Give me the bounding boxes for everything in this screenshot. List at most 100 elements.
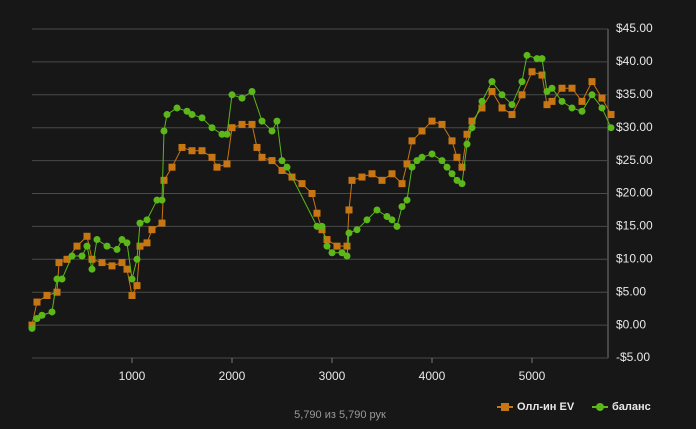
marker <box>88 255 96 263</box>
marker <box>173 104 181 112</box>
marker <box>188 111 196 119</box>
marker <box>345 206 353 214</box>
marker <box>113 245 121 253</box>
marker <box>418 127 426 135</box>
marker <box>136 219 144 227</box>
marker <box>43 291 51 299</box>
marker <box>518 78 526 86</box>
marker <box>143 239 151 247</box>
marker <box>223 130 231 138</box>
marker <box>548 84 556 92</box>
y-tick-label: $15.00 <box>616 219 653 233</box>
marker <box>568 84 576 92</box>
marker <box>313 209 321 217</box>
marker <box>108 262 116 270</box>
marker <box>123 265 131 273</box>
marker <box>136 242 144 250</box>
marker <box>453 153 461 161</box>
marker <box>438 120 446 128</box>
marker <box>58 275 66 283</box>
marker <box>318 222 326 230</box>
marker <box>438 157 446 165</box>
marker <box>88 265 96 273</box>
marker <box>528 68 536 76</box>
marker <box>248 88 256 96</box>
marker <box>33 315 41 323</box>
marker <box>343 252 351 260</box>
marker <box>498 104 506 112</box>
marker <box>568 104 576 112</box>
marker <box>368 170 376 178</box>
marker <box>253 143 261 151</box>
marker <box>578 107 586 115</box>
marker <box>160 127 168 135</box>
y-tick-label: $25.00 <box>616 153 653 167</box>
marker <box>398 203 406 211</box>
marker <box>333 242 341 250</box>
marker <box>238 94 246 102</box>
x-tick-label: 2000 <box>219 369 246 383</box>
marker <box>558 97 566 105</box>
marker <box>298 180 306 188</box>
marker <box>458 180 466 188</box>
legend-label: Олл-ин EV <box>517 401 575 413</box>
marker <box>168 163 176 171</box>
marker <box>578 97 586 105</box>
marker <box>428 150 436 158</box>
marker <box>83 242 91 250</box>
marker <box>218 130 226 138</box>
marker <box>363 216 371 224</box>
marker <box>538 55 546 63</box>
marker <box>418 153 426 161</box>
marker <box>348 176 356 184</box>
marker <box>53 288 61 296</box>
marker <box>158 196 166 204</box>
marker <box>223 160 231 168</box>
marker <box>358 173 366 181</box>
marker <box>328 249 336 257</box>
marker <box>598 104 606 112</box>
marker <box>118 236 126 244</box>
marker <box>133 255 141 263</box>
y-tick-label: $45.00 <box>616 21 653 35</box>
marker <box>278 157 286 165</box>
marker <box>548 97 556 105</box>
marker <box>78 252 86 260</box>
marker <box>538 71 546 79</box>
marker <box>158 219 166 227</box>
marker <box>308 190 316 197</box>
marker <box>448 170 456 178</box>
marker <box>198 114 206 122</box>
footer: 5,790 из 5,790 рук <box>294 409 386 421</box>
marker <box>268 157 276 165</box>
marker <box>508 101 516 109</box>
marker <box>478 97 486 105</box>
marker <box>388 170 396 178</box>
marker <box>533 55 541 63</box>
marker <box>403 196 411 204</box>
marker <box>458 163 466 171</box>
marker <box>93 236 101 244</box>
marker <box>248 120 256 128</box>
marker <box>353 226 361 234</box>
marker <box>228 91 236 99</box>
marker <box>408 137 416 145</box>
marker <box>463 140 471 148</box>
marker <box>607 111 615 119</box>
marker <box>373 206 381 214</box>
marker <box>73 242 81 250</box>
marker <box>278 166 286 174</box>
marker <box>68 252 76 260</box>
marker <box>408 163 416 171</box>
marker <box>48 308 56 316</box>
marker <box>208 124 216 132</box>
marker <box>383 213 391 221</box>
marker <box>588 78 596 86</box>
marker <box>378 176 386 184</box>
marker <box>268 127 276 135</box>
marker <box>273 117 281 125</box>
marker <box>403 160 411 168</box>
marker <box>213 163 221 171</box>
marker <box>468 124 476 132</box>
